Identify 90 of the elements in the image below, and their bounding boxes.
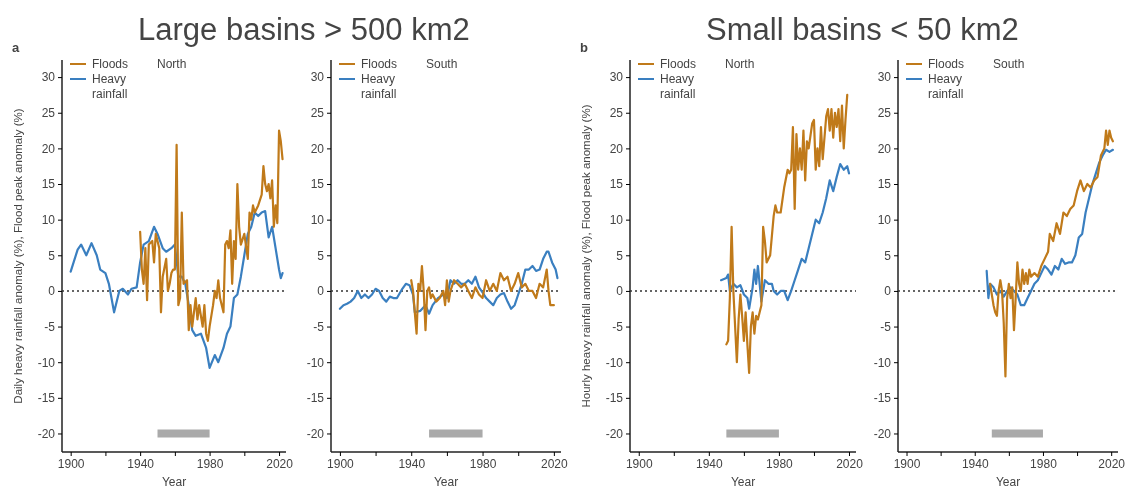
y-tick-label: 30 (41, 70, 56, 85)
line-series (985, 148, 1114, 307)
line-series (139, 129, 284, 342)
y-tick-label: 10 (609, 212, 624, 227)
y-tick-label: 0 (317, 284, 325, 299)
y-tick-label: -5 (880, 319, 892, 334)
y-tick-label: -15 (37, 391, 56, 406)
y-tick-label: 10 (310, 212, 325, 227)
y-tick-label: 15 (310, 177, 325, 192)
line-series (410, 264, 555, 335)
x-tick-label: 2020 (836, 456, 864, 471)
x-tick-label: 1940 (695, 456, 724, 471)
x-axis-title: Year (161, 475, 187, 489)
x-tick-label: 1980 (469, 456, 497, 471)
x-tick-label: 1980 (1030, 456, 1058, 471)
y-tick-label: 0 (616, 284, 624, 299)
y-tick-label: 0 (884, 284, 892, 299)
x-axis-title: Year (995, 475, 1021, 489)
y-tick-label: -5 (612, 319, 624, 334)
x-tick-label: 1940 (127, 456, 155, 471)
legend-label: Heavy rainfall (92, 72, 128, 101)
y-tick-label: -15 (306, 391, 325, 406)
y-tick-label: -20 (605, 426, 624, 441)
legend-label: Heavy rainfall (660, 72, 696, 101)
line-series (720, 162, 851, 310)
y-tick-label: 20 (41, 141, 56, 156)
x-axis-title: Year (730, 475, 756, 489)
x-tick-label: 1900 (625, 456, 653, 471)
x-tick-label: 2020 (1098, 456, 1126, 471)
y-tick-label: 10 (41, 212, 56, 227)
y-tick-label: 5 (884, 248, 892, 263)
legend-label: Heavy rainfall (361, 72, 397, 101)
y-tick-label: -10 (306, 355, 325, 370)
legend-label: Floods (361, 57, 398, 71)
legend-label: Floods (928, 57, 965, 71)
x-tick-label: 1900 (57, 456, 85, 471)
y-tick-label: 25 (877, 106, 892, 121)
line-series (69, 210, 284, 369)
y-axis-title: Daily heavy rainfall anomaly (%), Flood peak anomaly (%) (12, 108, 24, 404)
y-tick-label: 20 (310, 141, 325, 156)
x-tick-label: 1900 (893, 456, 921, 471)
y-tick-label: 0 (48, 284, 56, 299)
chart-subtitle: South (426, 57, 458, 71)
y-tick-label: 25 (41, 106, 56, 121)
chart-title: Large basins > 500 km2 (138, 12, 470, 47)
x-tick-label: 1980 (196, 456, 224, 471)
y-tick-label: 20 (609, 141, 624, 156)
y-tick-label: -10 (605, 355, 624, 370)
y-tick-label: 5 (48, 248, 56, 263)
chart-subtitle: North (725, 57, 755, 71)
y-tick-label: -5 (44, 319, 56, 334)
y-tick-label: 20 (877, 141, 892, 156)
line-series (338, 250, 559, 315)
y-tick-label: -10 (873, 355, 892, 370)
y-tick-label: 25 (609, 106, 624, 121)
x-tick-label: 2020 (541, 456, 569, 471)
y-tick-label: -5 (313, 319, 325, 334)
y-tick-label: -20 (37, 426, 56, 441)
line-series (725, 93, 849, 374)
text: b (580, 40, 588, 55)
text: a (12, 40, 20, 55)
y-tick-label: 15 (877, 177, 892, 192)
y-tick-label: 30 (609, 70, 624, 85)
y-tick-label: 30 (877, 70, 892, 85)
y-tick-label: -20 (306, 426, 325, 441)
y-tick-label: -10 (37, 355, 56, 370)
legend-label: Heavy rainfall (928, 72, 964, 101)
x-tick-label: 2020 (266, 456, 294, 471)
y-tick-label: -15 (873, 391, 892, 406)
chart-title: Small basins < 50 km2 (706, 12, 1019, 47)
y-tick-label: 30 (310, 70, 325, 85)
x-axis-title: Year (433, 475, 459, 489)
y-tick-label: 15 (41, 177, 56, 192)
x-tick-label: 1900 (327, 456, 355, 471)
chart-subtitle: North (157, 57, 187, 71)
line-series (988, 129, 1114, 378)
x-tick-label: 1980 (766, 456, 794, 471)
y-tick-label: -15 (605, 391, 624, 406)
y-tick-label: 25 (310, 106, 325, 121)
x-tick-label: 1940 (398, 456, 426, 471)
legend-label: Floods (92, 57, 129, 71)
y-tick-label: 10 (877, 212, 892, 227)
y-tick-label: 15 (609, 177, 624, 192)
legend-label: Floods (660, 57, 697, 71)
y-tick-label: 5 (317, 248, 325, 263)
chart-subtitle: South (993, 57, 1025, 71)
y-axis-title: Hourly heavy rainfall anomaly (%), Flood peak anomaly (%) (580, 104, 592, 408)
y-tick-label: -20 (873, 426, 892, 441)
y-tick-label: 5 (616, 248, 624, 263)
x-tick-label: 1940 (961, 456, 989, 471)
